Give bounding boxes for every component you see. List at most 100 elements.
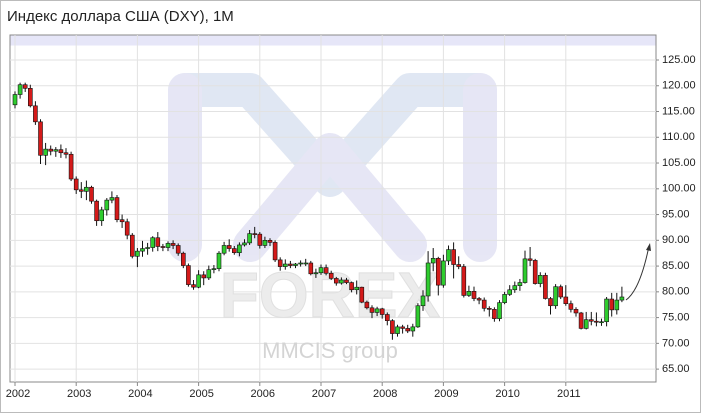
candle-body [395, 326, 400, 334]
candle-body [109, 197, 115, 201]
candle-body [390, 320, 395, 334]
candle-body [226, 245, 232, 249]
x-tick-label: 2004 [128, 388, 152, 400]
candle-body [354, 286, 360, 291]
forecast-arrow [625, 245, 650, 301]
forecast-arrow-head [646, 243, 651, 251]
y-tick-label: 115.00 [662, 105, 695, 117]
chart-title: Индекс доллара США (DXY), 1M [7, 8, 234, 25]
y-tick-label: 105.00 [662, 157, 696, 169]
candle-body [293, 263, 298, 266]
candle-body [124, 221, 130, 236]
candle-body [583, 319, 589, 329]
candle-body [344, 279, 349, 283]
candle-body [349, 282, 354, 291]
candle-body [400, 326, 405, 329]
candle-body [170, 243, 176, 246]
candle-body [333, 278, 339, 284]
candle-body [140, 248, 145, 252]
candle-body [599, 321, 604, 324]
candle-body [160, 246, 166, 248]
candle-body [563, 296, 569, 304]
candle-body [145, 247, 150, 249]
candle-body [252, 233, 257, 235]
candle-body [73, 178, 79, 191]
candle-body [532, 260, 538, 284]
candle-body [512, 285, 518, 291]
candle-body [609, 298, 615, 311]
x-tick-label: 2011 [557, 388, 581, 400]
candle-body [318, 267, 324, 274]
candle-body [48, 148, 54, 152]
x-tick-label: 2007 [312, 388, 336, 400]
candle-body [43, 148, 48, 156]
candle-body [420, 295, 426, 307]
candle-body [150, 237, 155, 248]
candle-body [191, 284, 196, 288]
candle-body [369, 307, 375, 313]
y-tick-label: 110.00 [662, 131, 695, 143]
candle-body [63, 152, 69, 155]
candle-body [558, 286, 564, 298]
candle-body [410, 326, 416, 332]
watermark: FOREX [220, 259, 441, 331]
candles [12, 82, 625, 340]
candle-body [181, 252, 186, 266]
candle-body [211, 268, 217, 270]
y-tick-label: 125.00 [662, 54, 696, 66]
candle-body [486, 308, 492, 310]
candle-body [155, 237, 161, 247]
y-tick-label: 100.00 [662, 183, 696, 195]
candle-body [359, 286, 365, 303]
candle-body [84, 186, 89, 192]
candle-body [543, 275, 548, 299]
candle-body [99, 209, 104, 222]
y-tick-label: 65.00 [662, 363, 690, 375]
candle-body [471, 291, 477, 299]
candle-body [415, 305, 421, 328]
x-tick-label: 2005 [189, 388, 213, 400]
candle-body [262, 240, 268, 246]
candle-body [594, 320, 599, 323]
candle-body [446, 249, 451, 262]
watermark-logo [168, 73, 497, 262]
candle-body [242, 242, 247, 246]
candle-body [430, 258, 436, 264]
candle-body [578, 312, 584, 329]
y-tick-label: 95.00 [662, 208, 690, 220]
candle-body [175, 245, 181, 254]
candle-body [308, 262, 314, 275]
candle-body [303, 262, 309, 265]
grid [10, 35, 656, 382]
candle-body [38, 121, 43, 156]
x-tick-label: 2010 [495, 388, 519, 400]
candle-body [104, 199, 110, 211]
candle-body [502, 294, 507, 303]
candle-body [384, 314, 390, 321]
watermark-sub: MMCIS group [262, 338, 398, 363]
x-tick-label: 2003 [67, 388, 91, 400]
candle-body [282, 263, 288, 267]
candle-body [186, 265, 191, 285]
candle-body [22, 84, 28, 89]
candle-body [94, 200, 99, 222]
candle-body [196, 274, 201, 288]
candle-body [272, 242, 278, 261]
candle-body [247, 233, 252, 244]
candle-body [497, 302, 502, 319]
candle-body [451, 249, 456, 265]
candle-body [507, 289, 513, 295]
candle-body [527, 258, 533, 261]
candle-body [619, 296, 625, 301]
y-tick-label: 85.00 [662, 260, 690, 272]
candle-body [476, 298, 482, 301]
candle-body [537, 275, 543, 284]
candle-body [435, 258, 441, 286]
x-tick-label: 2006 [251, 388, 275, 400]
candle-body [12, 94, 18, 106]
candle-body [27, 88, 33, 107]
candle-body [456, 264, 462, 267]
candle-body [328, 272, 334, 279]
candle-body [548, 298, 553, 307]
